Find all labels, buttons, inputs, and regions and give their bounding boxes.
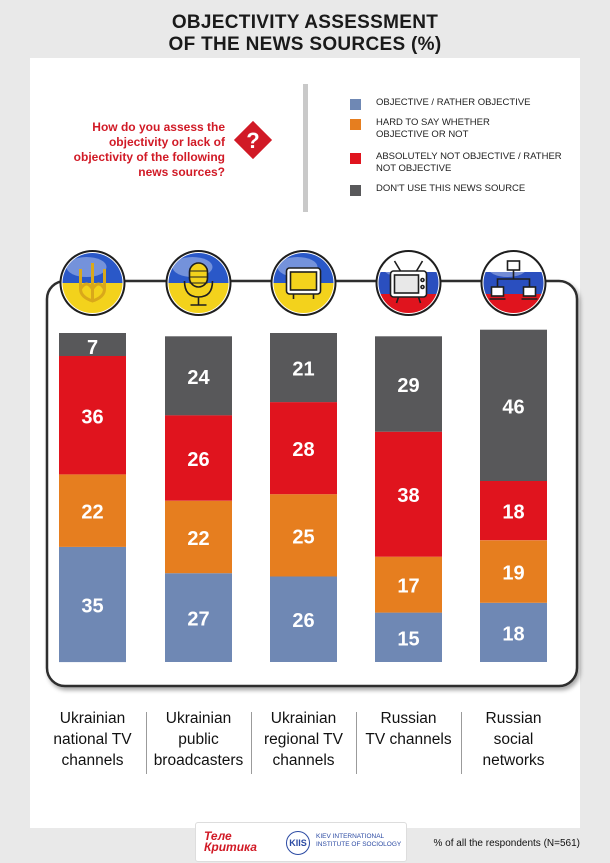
bar-segment [59, 546, 126, 663]
chart-title-line-2: OF THE NEWS SOURCES (%) [168, 34, 442, 55]
legend-item: HARD TO SAY WHETHER OBJECTIVE OR NOT [350, 117, 570, 141]
question-mark-glyph: ? [246, 128, 259, 153]
data-label: 46 [502, 396, 524, 418]
data-label: 29 [397, 375, 419, 397]
bar-segment [480, 329, 547, 481]
bar-segment [59, 333, 126, 356]
kiis-logo-text: KIEV INTERNATIONAL INSTITUTE OF SOCIOLOG… [316, 833, 402, 848]
bar-segment [375, 556, 442, 613]
bar-segment [270, 333, 337, 403]
data-label: 18 [502, 502, 524, 524]
data-label: 35 [81, 595, 103, 617]
bar-segment [270, 576, 337, 662]
data-label: 38 [397, 485, 419, 507]
bar-segment [59, 474, 126, 547]
legend-label: HARD TO SAY WHETHER OBJECTIVE OR NOT [376, 117, 490, 140]
legend-item: ABSOLUTELY NOT OBJECTIVE / RATHER NOT OBJ… [350, 151, 570, 175]
data-label: 26 [187, 449, 209, 471]
legend-label: DON'T USE THIS NEWS SOURCE [376, 183, 526, 194]
category-label: Ukrainian public broadcasters [153, 710, 244, 769]
survey-question: How do you assess the objectivity or lac… [73, 120, 225, 179]
bar-segment [480, 481, 547, 541]
category-label: Russian social networks [482, 710, 545, 769]
bar-segment [165, 573, 232, 662]
telekritika-logo: Теле Критика [204, 829, 257, 854]
legend-item: DON'T USE THIS NEWS SOURCE [350, 183, 570, 196]
bar-segment [59, 356, 126, 475]
data-label: 27 [187, 609, 209, 631]
data-label: 36 [81, 406, 103, 428]
legend-divider [303, 84, 308, 212]
legend-swatch [350, 99, 361, 110]
network-computers-icon [480, 250, 547, 316]
bar-segment [375, 612, 442, 662]
bar-segment [165, 500, 232, 574]
legend-swatch [350, 119, 361, 130]
russian-tv-icon [375, 250, 442, 316]
data-label: 22 [187, 528, 209, 550]
bar-segment [165, 336, 232, 416]
kiis-logo-icon: KIIS [286, 831, 310, 855]
data-label: 7 [87, 337, 98, 359]
ukraine-trident-icon [59, 250, 126, 316]
data-label: 24 [187, 367, 210, 389]
question-mark-icon: ? [231, 118, 275, 162]
data-label: 18 [502, 623, 524, 645]
bar-segment [375, 431, 442, 557]
bar-segment [270, 494, 337, 577]
bar-segment [165, 415, 232, 501]
category-separator [251, 712, 252, 774]
bar-segment [480, 602, 547, 662]
legend-swatch [350, 185, 361, 196]
data-label: 22 [81, 502, 103, 524]
category-separator [461, 712, 462, 774]
footnote: % of all the respondents (N=561) [433, 838, 580, 849]
microphone-icon [165, 250, 232, 316]
category-separator [356, 712, 357, 774]
legend-label: ABSOLUTELY NOT OBJECTIVE / RATHER NOT OBJ… [376, 151, 562, 174]
data-label: 15 [397, 628, 419, 650]
bar-segment [480, 540, 547, 603]
data-label: 25 [292, 526, 314, 548]
tv-screen-icon [270, 250, 337, 316]
legend-swatch [350, 153, 361, 164]
category-separator [146, 712, 147, 774]
chart-title: OBJECTIVITY ASSESSMENT OF THE NEWS SOURC… [0, 12, 610, 56]
data-label: 19 [502, 563, 524, 585]
chart-title-line-1: OBJECTIVITY ASSESSMENT [171, 12, 439, 33]
bar-segment [375, 336, 442, 432]
legend-item: OBJECTIVE / RATHER OBJECTIVE [350, 97, 570, 110]
category-label: Ukrainian regional TV channels [264, 710, 343, 769]
footer-logos: Теле Критика KIIS KIEV INTERNATIONAL INS… [195, 822, 407, 862]
category-label: Russian TV channels [365, 710, 452, 748]
data-label: 17 [397, 576, 419, 598]
bar-segment [270, 402, 337, 495]
legend-label: OBJECTIVE / RATHER OBJECTIVE [376, 97, 531, 108]
data-label: 26 [292, 610, 314, 632]
category-label: Ukrainian national TV channels [53, 710, 132, 769]
data-label: 28 [292, 439, 314, 461]
data-label: 21 [292, 359, 314, 381]
